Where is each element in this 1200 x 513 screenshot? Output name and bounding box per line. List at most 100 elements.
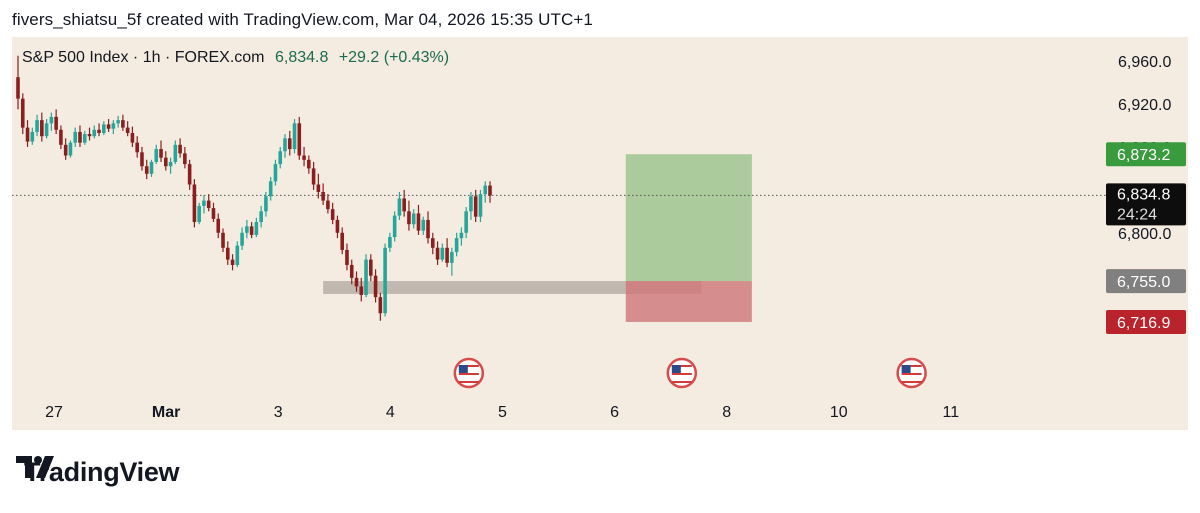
candle[interactable] [25,127,30,142]
candle[interactable] [206,200,211,209]
candle[interactable] [264,196,268,212]
candle[interactable] [316,184,321,193]
candle[interactable] [416,213,421,231]
candle[interactable] [378,297,383,314]
candle[interactable] [411,213,416,225]
candle[interactable] [469,196,473,212]
candle[interactable] [349,264,354,278]
candle[interactable] [78,131,82,143]
candle[interactable] [111,123,116,129]
candle[interactable] [54,116,58,130]
tradingview-brand[interactable]: TradingView [16,456,180,488]
candle[interactable] [268,181,273,197]
candle[interactable] [326,200,330,210]
candle[interactable] [97,129,101,133]
demand-zone[interactable] [323,281,702,294]
candle[interactable] [225,247,230,260]
candle[interactable] [245,226,249,233]
candle[interactable] [292,123,297,150]
chart-panel[interactable]: 6,960.06,920.06,880.06,840.06,800.06,760… [12,37,1188,430]
candle[interactable] [354,277,359,287]
candle[interactable] [168,161,173,167]
candle[interactable] [373,275,378,298]
candle[interactable] [445,247,449,263]
candle[interactable] [154,149,159,162]
candle[interactable] [450,252,454,263]
candle[interactable] [254,222,259,235]
symbol-legend[interactable]: S&P 500 Index · 1h · FOREX.com 6,834.8 +… [22,49,449,67]
candle[interactable] [63,144,68,156]
candle[interactable] [202,200,206,206]
candle[interactable] [92,129,97,137]
candle[interactable] [125,127,130,133]
candle[interactable] [478,194,483,217]
candle[interactable] [82,134,87,143]
candle[interactable] [259,211,263,223]
candle[interactable] [140,152,144,167]
candle[interactable] [359,286,364,296]
candle[interactable] [464,211,468,233]
candle[interactable] [426,219,430,239]
candle[interactable] [330,209,335,220]
candle[interactable] [421,219,426,231]
candle[interactable] [87,134,92,137]
candle[interactable] [397,198,402,216]
candle[interactable] [307,159,311,169]
loss-zone[interactable] [625,281,752,322]
candle[interactable] [235,245,240,265]
candle[interactable] [187,164,192,185]
candle[interactable] [183,153,187,165]
candle[interactable] [430,238,435,248]
candle[interactable] [273,164,278,182]
profit-zone[interactable] [625,154,752,282]
candle[interactable] [135,142,139,153]
candle[interactable] [321,192,325,201]
candle[interactable] [230,259,235,265]
us-flag-icon[interactable] [453,357,485,389]
candle[interactable] [435,247,440,260]
candle[interactable] [402,198,406,212]
candle[interactable] [311,168,316,185]
candle[interactable] [297,123,302,156]
candle[interactable] [278,151,283,165]
candle[interactable] [192,184,197,223]
candle[interactable] [383,247,387,314]
candle[interactable] [144,166,149,174]
candle[interactable] [130,132,135,143]
candle[interactable] [159,149,163,158]
candle[interactable] [49,116,54,124]
candle[interactable] [20,98,25,128]
candle[interactable] [35,120,39,132]
candle[interactable] [116,120,120,124]
candle[interactable] [163,157,168,167]
candle[interactable] [388,237,392,248]
candle[interactable] [407,211,411,225]
candle[interactable] [364,259,368,296]
candle[interactable] [44,123,49,137]
candle[interactable] [459,232,464,239]
candle[interactable] [68,142,73,156]
candle[interactable] [488,185,492,196]
candle[interactable] [173,144,178,162]
candle[interactable] [40,120,44,137]
candle[interactable] [249,226,254,235]
candle[interactable] [197,205,201,223]
candle[interactable] [102,124,106,133]
candle[interactable] [240,232,244,246]
candle[interactable] [340,232,345,250]
candle[interactable] [287,138,292,150]
candle[interactable] [454,238,459,253]
candle[interactable] [335,219,340,233]
candle[interactable] [440,247,445,260]
candle[interactable] [345,249,349,265]
chart-canvas[interactable]: 6,960.06,920.06,880.06,840.06,800.06,760… [12,37,1188,430]
candle[interactable] [216,218,221,233]
candle[interactable] [16,77,20,99]
us-flag-icon[interactable] [896,357,927,389]
candle[interactable] [121,120,125,128]
candle[interactable] [211,208,216,219]
candle[interactable] [59,129,63,145]
candle[interactable] [30,131,35,142]
candle[interactable] [73,131,78,143]
candle[interactable] [149,161,154,174]
